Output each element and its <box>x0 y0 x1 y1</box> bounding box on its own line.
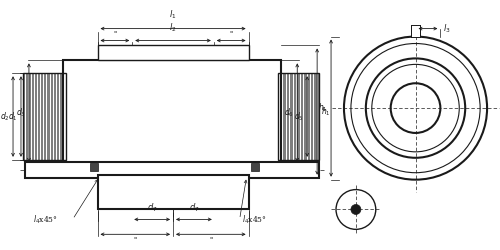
Text: $d_3$: $d_3$ <box>16 106 26 119</box>
Circle shape <box>351 204 361 214</box>
Bar <box>250 163 258 171</box>
Text: $h_1$: $h_1$ <box>321 105 331 118</box>
Bar <box>90 163 98 171</box>
Text: $d_7$: $d_7$ <box>188 202 199 214</box>
Text: $h_1$: $h_1$ <box>318 102 328 114</box>
Text: $l_4$x45°: $l_4$x45° <box>242 213 266 226</box>
Text: $d_6$: $d_6$ <box>284 106 294 119</box>
Text: ": " <box>134 236 137 242</box>
Text: $d_1$: $d_1$ <box>8 110 18 123</box>
Text: $l_3$: $l_3$ <box>444 22 451 35</box>
Bar <box>98 46 248 60</box>
Text: ": " <box>114 30 116 36</box>
Bar <box>62 60 282 165</box>
Bar <box>25 162 319 178</box>
Bar <box>278 73 319 160</box>
Bar <box>410 24 420 36</box>
Text: $l_4$x45°: $l_4$x45° <box>33 213 58 226</box>
Text: ": " <box>230 30 232 36</box>
Text: $l_2$: $l_2$ <box>170 21 177 34</box>
Bar <box>98 175 248 210</box>
Bar <box>23 73 66 160</box>
Text: $d_5$: $d_5$ <box>294 110 304 123</box>
Text: $l_1$: $l_1$ <box>170 8 177 21</box>
Text: $d_2$: $d_2$ <box>0 110 10 123</box>
Text: $d_7$: $d_7$ <box>147 202 158 214</box>
Text: ": " <box>209 236 212 242</box>
